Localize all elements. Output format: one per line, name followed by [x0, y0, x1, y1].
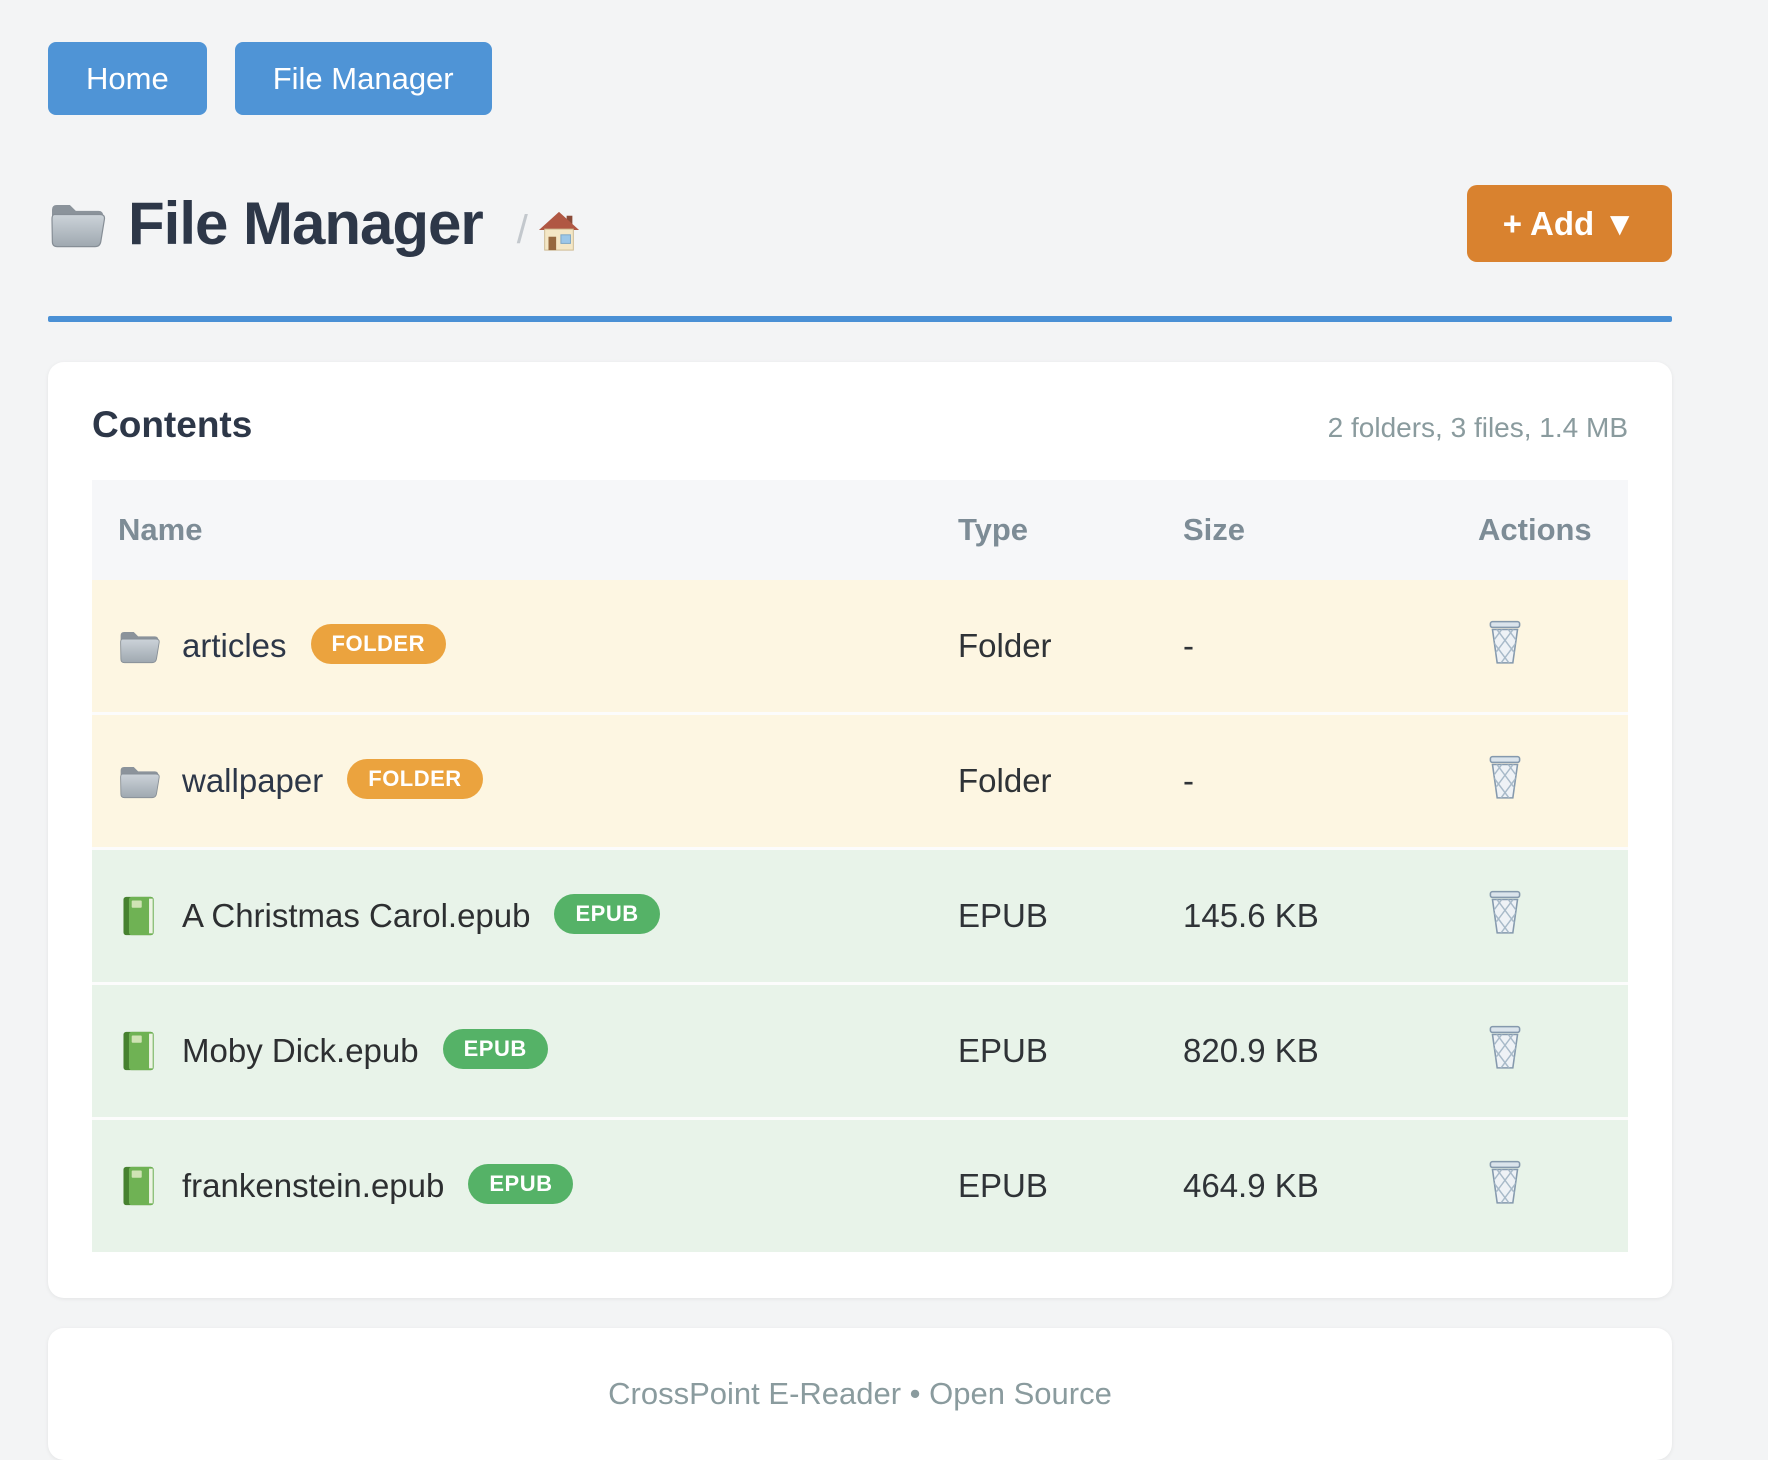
trash-icon [1484, 1023, 1526, 1071]
footer-text: CrossPoint E-Reader • Open Source [608, 1376, 1112, 1411]
item-type: EPUB [958, 1167, 1048, 1204]
trash-icon [1484, 1158, 1526, 1206]
epub-badge: EPUB [468, 1164, 574, 1204]
page-header: File Manager / + Add ▼ [48, 185, 1672, 262]
item-size: 464.9 KB [1183, 1167, 1319, 1204]
item-name: Moby Dick.epub [182, 1032, 419, 1069]
item-size: - [1183, 762, 1194, 799]
item-name: frankenstein.epub [182, 1167, 445, 1204]
home-icon[interactable] [538, 210, 580, 252]
folder-icon [48, 199, 106, 249]
green-book-icon [118, 895, 160, 937]
epub-badge: EPUB [554, 894, 660, 934]
breadcrumb: / [517, 208, 580, 253]
delete-button[interactable] [1484, 1023, 1526, 1071]
contents-card: Contents 2 folders, 3 files, 1.4 MB Name… [48, 362, 1672, 1298]
top-nav: Home File Manager [48, 42, 1672, 115]
item-type: Folder [958, 627, 1052, 664]
delete-button[interactable] [1484, 1158, 1526, 1206]
item-size: 145.6 KB [1183, 897, 1319, 934]
table-row-frankenstein: frankenstein.epub EPUB EPUB 464.9 KB [92, 1118, 1628, 1252]
delete-button[interactable] [1484, 888, 1526, 936]
folder-icon [118, 625, 160, 667]
delete-button[interactable] [1484, 618, 1526, 666]
epub-badge: EPUB [442, 1029, 548, 1069]
trash-icon [1484, 618, 1526, 666]
item-size: - [1183, 627, 1194, 664]
title-divider [48, 316, 1672, 322]
table-row-wallpaper: wallpaper FOLDER Folder - [92, 713, 1628, 849]
contents-summary: 2 folders, 3 files, 1.4 MB [1327, 412, 1628, 443]
item-type: EPUB [958, 897, 1048, 934]
item-type: EPUB [958, 1032, 1048, 1069]
page: Home File Manager File Manager / + Add ▼… [48, 0, 1672, 1460]
item-name[interactable]: wallpaper [182, 762, 324, 799]
folder-badge: FOLDER [310, 624, 446, 664]
item-size: 820.9 KB [1183, 1032, 1319, 1069]
item-name[interactable]: articles [182, 627, 287, 664]
breadcrumb-separator: / [516, 208, 528, 252]
add-button[interactable]: + Add ▼ [1466, 185, 1672, 262]
footer: CrossPoint E-Reader • Open Source [48, 1328, 1672, 1460]
home-button[interactable]: Home [48, 42, 207, 115]
page-title: File Manager [128, 190, 484, 257]
table-row-moby-dick: Moby Dick.epub EPUB EPUB 820.9 KB [92, 983, 1628, 1119]
folder-icon [118, 760, 160, 802]
trash-icon [1484, 753, 1526, 801]
table-row-christmas-carol: A Christmas Carol.epub EPUB EPUB 145.6 K… [92, 848, 1628, 984]
table-header-row: Name Type Size Actions [92, 480, 1628, 580]
green-book-icon [118, 1030, 160, 1072]
green-book-icon [118, 1165, 160, 1207]
trash-icon [1484, 888, 1526, 936]
contents-heading: Contents [92, 404, 253, 445]
item-name: A Christmas Carol.epub [182, 897, 531, 934]
file-manager-button[interactable]: File Manager [234, 42, 492, 115]
item-type: Folder [958, 762, 1052, 799]
column-header-actions: Actions [1438, 480, 1628, 580]
column-header-name: Name [92, 480, 958, 580]
table-row-articles: articles FOLDER Folder - [92, 580, 1628, 714]
folder-badge: FOLDER [347, 759, 483, 799]
delete-button[interactable] [1484, 753, 1526, 801]
file-table: Name Type Size Actions articles FOLDER F… [92, 480, 1628, 1252]
column-header-type: Type [958, 480, 1183, 580]
column-header-size: Size [1183, 480, 1438, 580]
